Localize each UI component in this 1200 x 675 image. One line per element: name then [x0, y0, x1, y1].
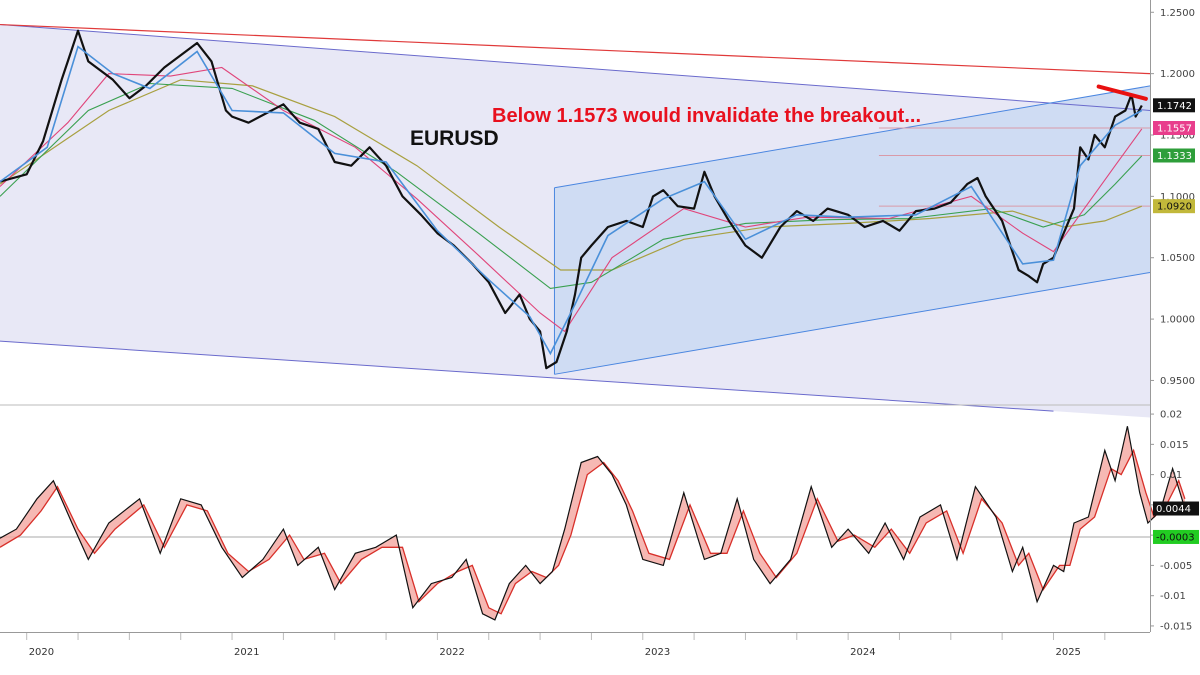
- ema-mid-line: [0, 66, 1143, 333]
- y-tick-label: 1.2500: [1160, 8, 1195, 19]
- price-axis: 1.2500 1.2000 1.1500 1.1000 1.0500 1.0000 0.95…: [1150, 8, 1195, 387]
- osc-tick-label: 0.02: [1160, 410, 1182, 421]
- oscillator-fill: [0, 426, 1185, 620]
- symbol-label: EURUSD: [410, 127, 499, 150]
- osc-badge-label: -0.0003: [1156, 532, 1195, 543]
- price-badge: [1153, 121, 1195, 136]
- price-badge: [1153, 98, 1195, 113]
- osc-badge: [1153, 529, 1199, 544]
- y-tick-label: 1.1500: [1160, 131, 1195, 142]
- price-badge-label: 1.1557: [1157, 124, 1192, 135]
- osc-badge-label: 0.0044: [1156, 504, 1191, 515]
- annotation-text: Below 1.1573 would invalidate the breako…: [492, 105, 921, 127]
- ema-fast-line: [0, 45, 1143, 356]
- y-tick-label: 1.2000: [1160, 69, 1195, 80]
- price-badge-label: 1.0920: [1157, 202, 1192, 213]
- outer-channel-top: [0, 24, 1151, 111]
- osc-tick-label: -0.005: [1160, 561, 1192, 572]
- resistance-line: [0, 23, 1151, 75]
- level-lines: [878, 127, 1150, 207]
- x-tick-label: 2023: [645, 647, 670, 658]
- channel-layer: [0, 23, 1151, 418]
- price-badges: 1.1742 1.1557 1.1333 1.0920: [1153, 98, 1195, 214]
- inner-channel-fill: [554, 85, 1150, 375]
- price-badge-label: 1.1742: [1157, 101, 1192, 112]
- oscillator-layer: [0, 426, 1186, 621]
- osc-tick-label: 0.01: [1160, 470, 1182, 481]
- osc-tick-label: 0.015: [1160, 440, 1189, 451]
- oscillator-main-line: [0, 426, 1186, 621]
- y-tick-label: 1.0000: [1160, 315, 1195, 326]
- inner-channel-bottom: [554, 271, 1151, 375]
- x-tick-label: 2020: [29, 647, 54, 658]
- x-tick-label: 2021: [234, 647, 259, 658]
- price-badge: [1153, 148, 1195, 163]
- price-badge: [1153, 199, 1195, 214]
- x-tick-label: 2024: [850, 647, 875, 658]
- oscillator-badges: 0.0044 -0.0003: [1153, 501, 1199, 544]
- inner-channel-top: [554, 85, 1151, 189]
- y-tick-label: 0.9500: [1160, 376, 1195, 387]
- time-axis: 2020 2021 2022 2023 2024 2025: [26, 633, 1106, 658]
- price-layer: [0, 29, 1148, 370]
- osc-tick-label: -0.01: [1160, 591, 1186, 602]
- osc-badge: [1153, 501, 1199, 516]
- oscillator-signal-line: [0, 448, 1186, 615]
- y-tick-label: 1.1000: [1160, 192, 1195, 203]
- outer-channel-bottom: [0, 340, 1054, 412]
- downtrend-marker: [1096, 84, 1148, 101]
- price-line: [0, 29, 1143, 370]
- price-badge-label: 1.1333: [1157, 151, 1192, 162]
- osc-tick-label: -0.015: [1160, 621, 1192, 632]
- x-tick-label: 2025: [1055, 647, 1080, 658]
- y-tick-label: 1.0500: [1160, 253, 1195, 264]
- x-tick-label: 2022: [439, 647, 464, 658]
